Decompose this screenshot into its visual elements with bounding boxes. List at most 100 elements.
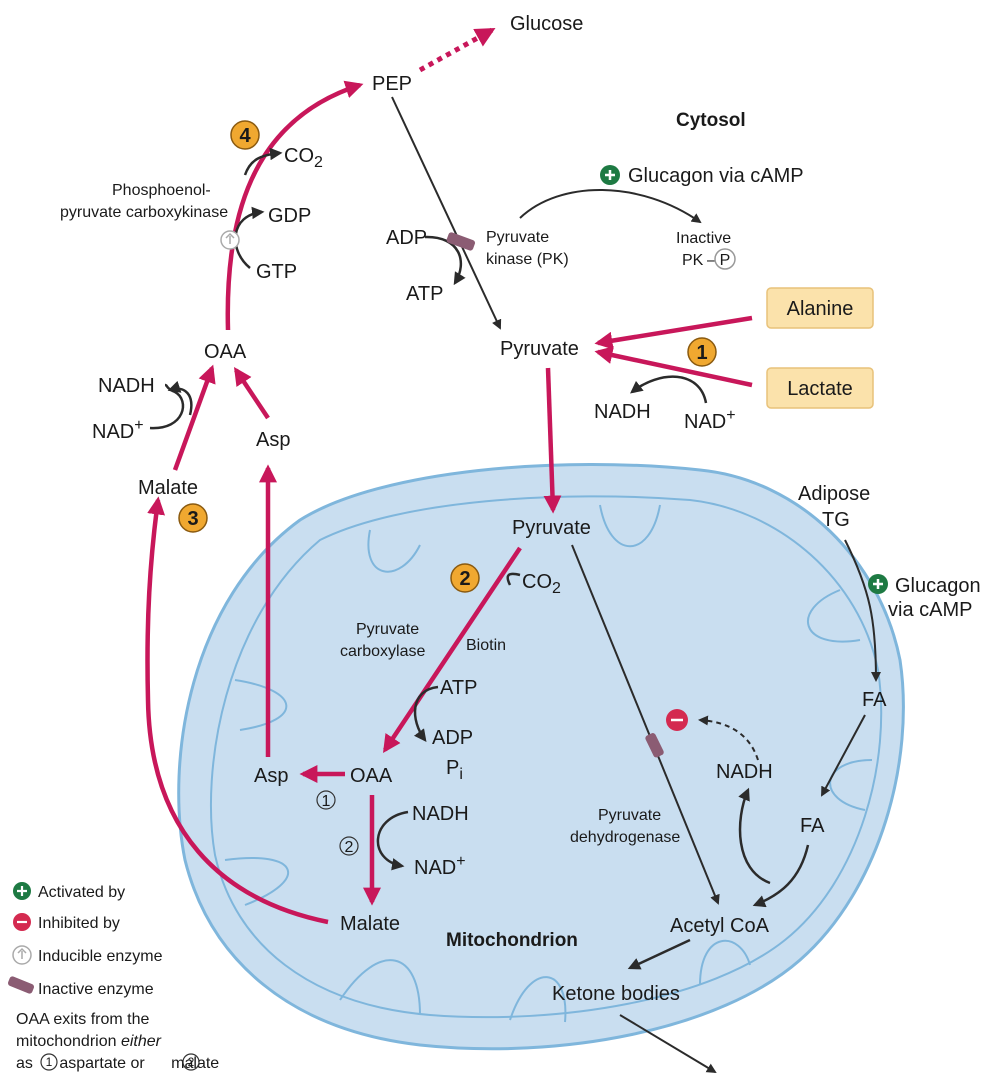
glucose-label: Glucose xyxy=(510,13,583,35)
pdh-inactive-enzyme-bar xyxy=(645,733,664,758)
atp-mito-label: ATP xyxy=(440,677,477,699)
asp-cytosol-label: Asp xyxy=(256,429,290,451)
biotin-label: Biotin xyxy=(466,637,506,654)
legend-inactive: Inactive enzyme xyxy=(38,981,154,998)
pyruvate-mito-label: Pyruvate xyxy=(512,517,591,539)
co2-label: CO2 xyxy=(284,145,323,171)
malate-transport-arrow xyxy=(145,496,329,925)
pc-label-line2: carboxylase xyxy=(340,643,425,660)
acetyl-coa-label: Acetyl CoA xyxy=(670,915,770,937)
acetylcoa-to-ketone-arrow xyxy=(627,938,691,970)
step-2-label: 2 xyxy=(459,568,470,590)
pyruvate-cytosol-label: Pyruvate xyxy=(500,338,579,360)
regulation-symbols xyxy=(220,165,888,731)
alanine-to-pyruvate-arrow xyxy=(594,315,753,350)
malate-to-oaa-arrow xyxy=(172,364,216,471)
malate-nad-arrow xyxy=(167,380,193,416)
legend-note-line1: OAA exits from the xyxy=(16,1011,149,1028)
nadh-cytosol-label: NADH xyxy=(98,375,155,397)
pi-mito-label: Pi xyxy=(446,757,463,783)
step-badge xyxy=(178,503,208,533)
phosphate-icon xyxy=(714,248,736,270)
step-badge xyxy=(230,120,260,150)
pk-inactive-enzyme-bar xyxy=(446,232,476,251)
nadh-inner-label: NADH xyxy=(716,761,773,783)
pep-to-pyruvate-arrow xyxy=(391,96,502,330)
ketone-export-arrow xyxy=(619,1014,717,1074)
route-2-label: 2 xyxy=(345,839,354,856)
step-badges: 4 1 2 3 xyxy=(178,120,717,593)
inactive-pk-line1: Inactive xyxy=(676,230,731,247)
asp-to-oaa-arrow xyxy=(234,367,270,420)
lactate-box xyxy=(766,367,874,409)
legend-route-2-icon xyxy=(182,1053,200,1071)
pepck-label-line1: Phosphoenol- xyxy=(112,182,211,199)
legend-route-2-label: 2 xyxy=(188,1055,195,1069)
route-2-icon xyxy=(339,836,359,856)
mitochondrion-label: Mitochondrion xyxy=(446,930,578,951)
adipose-label-line2: TG xyxy=(822,509,850,531)
co2-release-arrow xyxy=(243,147,283,176)
side-reaction-arrows xyxy=(149,96,881,1074)
co2-mito-label: CO2 xyxy=(522,571,561,597)
pyruvate-carboxylase-arrow xyxy=(382,546,522,753)
step-badge xyxy=(687,337,717,367)
lactate-to-pyruvate-arrow xyxy=(594,346,753,388)
mito-nadh-arrow xyxy=(376,810,409,871)
co2-intake-curve xyxy=(506,572,521,586)
atp-label: ATP xyxy=(406,283,443,305)
nadh-inhibition-arrow xyxy=(698,715,759,761)
asp-mito-label: Asp xyxy=(254,765,288,787)
pyruvate-transport-arrow xyxy=(543,367,562,514)
route-1-label: 1 xyxy=(322,793,331,810)
malate-mito-label: Malate xyxy=(340,913,400,935)
phosphate-label: P xyxy=(720,252,731,269)
pdh-label-line2: dehydrogenase xyxy=(570,829,680,846)
adipose-to-fa-arrow xyxy=(844,539,881,682)
nad-cytosol-label: NAD+ xyxy=(92,417,144,443)
legend-route-1-icon xyxy=(40,1053,58,1071)
pyruvate-to-acetylcoa-arrow xyxy=(571,544,720,905)
nad-mito-label: NAD+ xyxy=(414,853,466,879)
pc-label-line1: Pyruvate xyxy=(356,621,419,638)
malate-nad-curve xyxy=(149,383,185,430)
gtp-label: GTP xyxy=(256,261,297,283)
fa-inner-label: FA xyxy=(800,815,825,837)
oaa-mito-label: OAA xyxy=(350,765,393,787)
step-1-label: 1 xyxy=(696,342,707,364)
pk-dash: – xyxy=(707,252,716,269)
glucagon-adipose-line1: Glucagon xyxy=(895,575,981,597)
mitochondrion xyxy=(177,462,905,1051)
malate-cytosol-label: Malate xyxy=(138,477,198,499)
adp-mito-label: ADP xyxy=(432,727,473,749)
legend: Activated by Inhibited by Inducible enzy… xyxy=(7,882,219,1072)
legend-route-1-label: 1 xyxy=(46,1055,53,1069)
legend-inhibited: Inhibited by xyxy=(38,915,120,932)
nadh-lactate-label: NADH xyxy=(594,401,651,423)
legend-activated: Activated by xyxy=(38,884,125,901)
step-badge xyxy=(450,563,480,593)
pk-label-line2: kinase (PK) xyxy=(486,251,569,268)
legend-inducible: Inducible enzyme xyxy=(38,948,163,965)
oaa-cytosol-label: OAA xyxy=(204,341,247,363)
gdp-label: GDP xyxy=(268,205,311,227)
legend-inactive-icon xyxy=(7,976,35,994)
pepck-label-line2: pyruvate carboxykinase xyxy=(60,204,228,221)
pdh-label-line1: Pyruvate xyxy=(598,807,661,824)
fa-outer-label: FA xyxy=(862,689,887,711)
alanine-box xyxy=(766,287,874,329)
inactive-pk-label: PK xyxy=(682,252,704,269)
lactate-label: Lactate xyxy=(787,378,853,400)
oaa-to-pep-arrow xyxy=(225,80,364,331)
pep-to-glucose-arrow xyxy=(418,27,496,73)
lactate-nad-arrow xyxy=(630,375,708,404)
glucagon-inactivation-arrow xyxy=(519,189,702,224)
alanine-label: Alanine xyxy=(787,298,854,320)
adp-to-atp-arrow xyxy=(424,235,466,286)
nad-lactate-label: NAD+ xyxy=(684,407,736,433)
pep-label: PEP xyxy=(372,73,412,95)
ketone-bodies-label: Ketone bodies xyxy=(552,983,680,1005)
route-1-icon xyxy=(316,790,336,810)
glucagon-label: Glucagon via cAMP xyxy=(628,165,804,187)
